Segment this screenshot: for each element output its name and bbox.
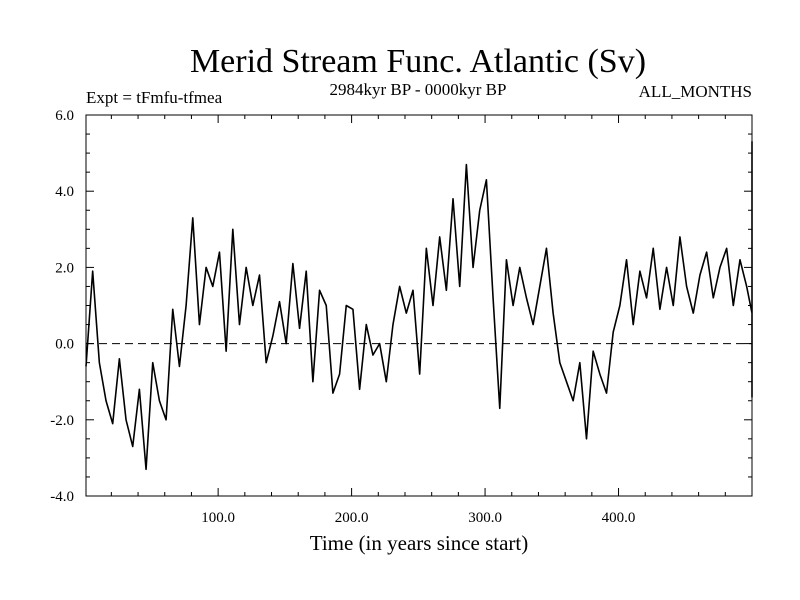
x-tick-label: 400.0 — [602, 510, 636, 526]
x-axis-label: Time (in years since start) — [310, 531, 529, 555]
months-label: ALL_MONTHS — [639, 82, 752, 101]
y-tick-label: 6.0 — [55, 108, 74, 124]
x-tick-label: 100.0 — [201, 510, 235, 526]
plot-area — [85, 114, 753, 497]
y-tick-label: 4.0 — [55, 184, 74, 200]
y-tick-label: 0.0 — [55, 337, 74, 353]
chart-title: Merid Stream Func. Atlantic (Sv) — [190, 43, 646, 80]
y-tick-label: -2.0 — [50, 413, 74, 429]
y-tick-label: 2.0 — [55, 260, 74, 276]
x-tick-labels: 100.0 200.0 300.0 400.0 — [201, 510, 635, 526]
expt-label: Expt = tFmfu-tfmea — [86, 88, 223, 107]
period-subtitle: 2984kyr BP - 0000kyr BP — [330, 80, 507, 99]
y-tick-label: -4.0 — [50, 489, 74, 505]
x-tick-label: 300.0 — [468, 510, 502, 526]
x-tick-label: 200.0 — [335, 510, 369, 526]
series-line-tfmfu-tfmea — [85, 140, 753, 471]
y-tick-labels: -4.0 -2.0 0.0 2.0 4.0 6.0 — [50, 108, 74, 505]
